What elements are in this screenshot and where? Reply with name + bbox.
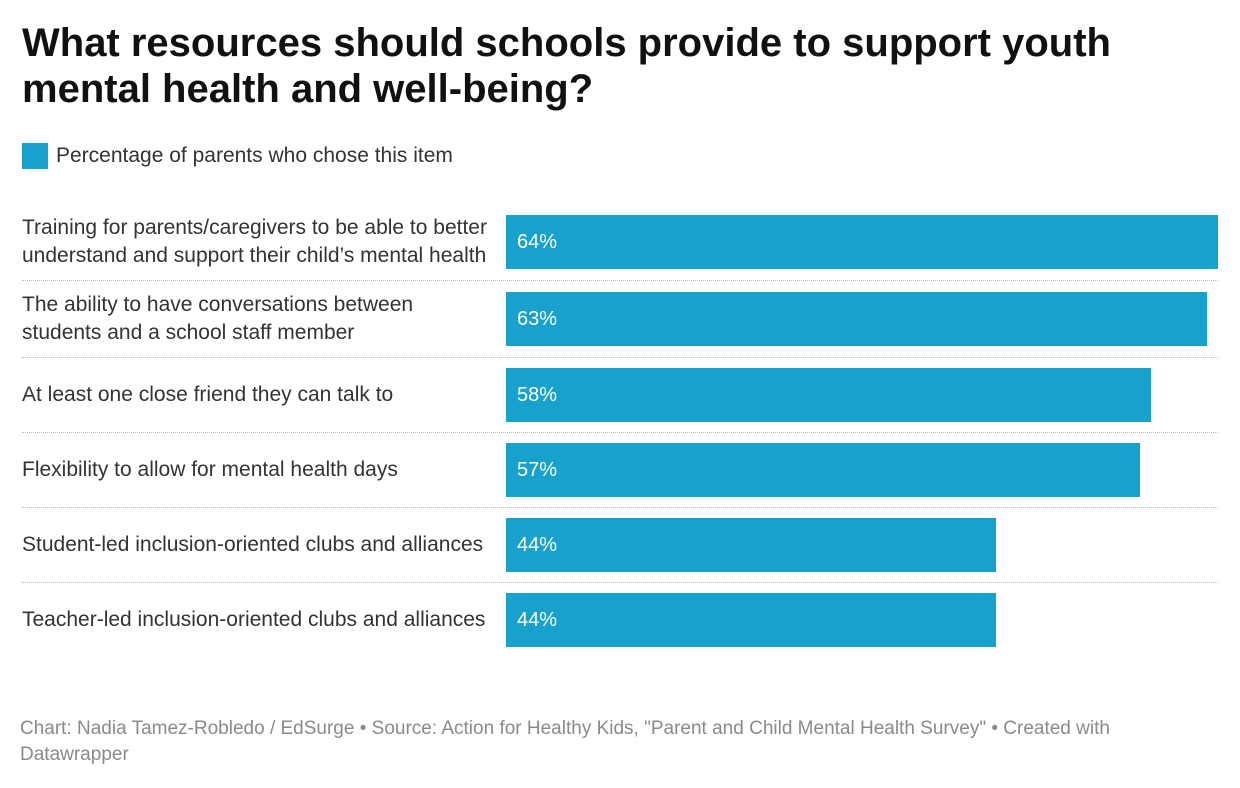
bar bbox=[506, 518, 996, 572]
bar-track: 44% bbox=[506, 593, 1218, 647]
bar-track: 64% bbox=[506, 215, 1218, 269]
bar bbox=[506, 215, 1218, 269]
category-label: Teacher-led inclusion-oriented clubs and… bbox=[22, 608, 486, 631]
legend-swatch bbox=[22, 143, 48, 169]
bar bbox=[506, 593, 996, 647]
bar bbox=[506, 443, 1141, 497]
bar-row: The ability to have conversations betwee… bbox=[22, 281, 1218, 358]
bar bbox=[506, 368, 1152, 422]
bar-track: 63% bbox=[506, 292, 1218, 346]
bar-row: Flexibility to allow for mental health d… bbox=[22, 433, 1218, 508]
category-label: Flexibility to allow for mental health d… bbox=[22, 458, 398, 481]
footer: Chart: Nadia Tamez-Robledo / EdSurge • S… bbox=[20, 718, 1110, 765]
value-label: 44% bbox=[517, 609, 558, 631]
chart-title: What resources should schools provide to… bbox=[22, 21, 1111, 111]
value-label: 44% bbox=[517, 534, 558, 556]
legend: Percentage of parents who chose this ite… bbox=[22, 143, 453, 169]
bar-track: 58% bbox=[506, 368, 1218, 422]
value-label: 64% bbox=[517, 231, 558, 253]
bar bbox=[506, 292, 1207, 346]
category-label: The ability to have conversations betwee… bbox=[22, 293, 414, 344]
value-label: 63% bbox=[517, 308, 558, 330]
plot-area: Training for parents/caregivers to be ab… bbox=[22, 204, 1218, 657]
bar-row: Teacher-led inclusion-oriented clubs and… bbox=[22, 583, 1218, 657]
bar-track: 44% bbox=[506, 518, 1218, 572]
bar-row: At least one close friend they can talk … bbox=[22, 358, 1218, 433]
category-label: Student-led inclusion-oriented clubs and… bbox=[22, 533, 484, 556]
bar-track: 57% bbox=[506, 443, 1218, 497]
legend-label: Percentage of parents who chose this ite… bbox=[56, 144, 453, 167]
bar-row: Student-led inclusion-oriented clubs and… bbox=[22, 508, 1218, 583]
value-label: 57% bbox=[517, 459, 558, 481]
category-label: Training for parents/caregivers to be ab… bbox=[22, 216, 487, 267]
category-label: At least one close friend they can talk … bbox=[22, 383, 394, 406]
value-label: 58% bbox=[517, 384, 558, 406]
bar-row: Training for parents/caregivers to be ab… bbox=[22, 204, 1218, 281]
